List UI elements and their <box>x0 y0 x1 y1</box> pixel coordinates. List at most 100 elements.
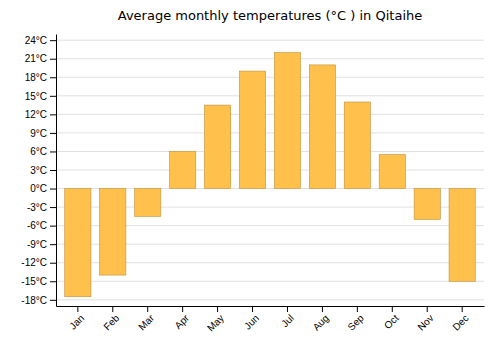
y-tick-mark <box>50 170 56 171</box>
y-tick-mark <box>50 244 56 245</box>
x-tick-label: Nov <box>415 312 435 332</box>
x-tick-label: Aug <box>311 312 331 332</box>
grid-line <box>56 170 484 171</box>
y-tick-label: 3°C <box>30 165 47 176</box>
y-tick-label: 12°C <box>25 109 47 120</box>
y-tick: -18°C <box>21 295 56 306</box>
x-tick: May <box>205 306 226 334</box>
x-tick-mark <box>147 306 148 312</box>
x-tick-label: Jul <box>279 312 296 329</box>
bar <box>414 189 440 220</box>
y-tick: 0°C <box>30 183 56 194</box>
x-tick-mark <box>462 306 463 312</box>
y-tick-label: 6°C <box>30 146 47 157</box>
y-tick: 12°C <box>25 109 56 120</box>
y-tick: -9°C <box>27 239 56 250</box>
grid-line <box>56 151 484 152</box>
bars <box>65 53 476 297</box>
y-tick: -12°C <box>21 257 56 268</box>
bar <box>170 151 196 188</box>
y-tick-label: -9°C <box>27 239 47 250</box>
x-tick-label: Oct <box>382 312 401 331</box>
y-axis: -18°C -15°C -12°C -9°C -6°C -3°C 0°C 3°C 6°C 9°C 1… <box>21 35 56 307</box>
y-tick-mark <box>50 133 56 134</box>
grid-line <box>56 95 484 96</box>
y-tick-label: -6°C <box>27 220 47 231</box>
x-tick-mark <box>427 306 428 312</box>
y-tick-mark <box>50 207 56 208</box>
y-tick-label: -15°C <box>21 276 47 287</box>
bar <box>309 65 335 189</box>
x-tick: Apr <box>172 306 191 331</box>
y-tick: 15°C <box>25 91 56 102</box>
bar <box>379 155 405 189</box>
y-tick-label: 18°C <box>25 72 47 83</box>
x-tick: Feb <box>101 306 121 332</box>
bar <box>274 53 300 189</box>
grid-line <box>56 77 484 78</box>
x-tick-mark <box>392 306 393 312</box>
bar <box>204 105 230 188</box>
x-tick-label: Mar <box>136 312 156 332</box>
x-tick-mark <box>287 306 288 312</box>
y-tick: -3°C <box>27 202 56 213</box>
bar <box>65 189 91 297</box>
grid-line <box>56 299 484 300</box>
y-tick: 18°C <box>25 72 56 83</box>
y-tick-label: 21°C <box>25 53 47 64</box>
x-tick-label: Apr <box>172 312 191 331</box>
y-tick-mark <box>50 189 56 190</box>
y-tick: 9°C <box>30 128 56 139</box>
x-tick-label: Jun <box>242 312 261 331</box>
y-tick-label: 0°C <box>30 183 47 194</box>
x-tick: Jun <box>242 306 261 332</box>
x-tick-label: Feb <box>101 312 121 332</box>
y-tick-label: 9°C <box>30 128 47 139</box>
grid-line <box>56 114 484 115</box>
plot: -18°C -15°C -12°C -9°C -6°C -3°C 0°C 3°C 6°C 9°C 1… <box>21 35 484 334</box>
title: Average monthly temperatures (°C ) in Qi… <box>118 8 423 23</box>
x-tick: Aug <box>311 306 331 333</box>
y-tick: -15°C <box>21 276 56 287</box>
y-tick-mark <box>50 151 56 152</box>
y-tick: 6°C <box>30 146 56 157</box>
grid-line <box>56 58 484 59</box>
y-tick-label: -18°C <box>21 295 47 306</box>
x-tick-mark <box>77 306 78 312</box>
x-tick-mark <box>182 306 183 312</box>
y-tick-mark <box>50 226 56 227</box>
grid-line <box>56 281 484 282</box>
chart: -18°C -15°C -12°C -9°C -6°C -3°C 0°C 3°C 6°C 9°C 1… <box>0 0 500 350</box>
x-tick: Jul <box>279 306 296 329</box>
grid-line <box>56 132 484 133</box>
y-tick: 3°C <box>30 165 56 176</box>
x-axis: Jan Feb Mar Apr May Jun Jul Aug Sep Oct Nov Dec <box>57 306 485 334</box>
grid-line <box>56 40 484 41</box>
bar <box>344 102 370 189</box>
x-tick-mark <box>112 306 113 312</box>
x-tick-mark <box>217 306 218 312</box>
x-tick-label: May <box>205 312 226 333</box>
x-tick-label: Jan <box>67 312 86 331</box>
grid <box>56 40 484 300</box>
x-axis-line <box>57 306 485 307</box>
x-tick-label: Sep <box>345 312 366 333</box>
y-tick-label: 15°C <box>25 91 47 102</box>
x-tick: Oct <box>382 306 401 331</box>
bar <box>100 189 126 276</box>
y-tick-mark <box>50 300 56 301</box>
y-axis-line <box>56 35 57 307</box>
x-tick-mark <box>322 306 323 312</box>
x-tick-mark <box>252 306 253 312</box>
bar <box>135 189 161 217</box>
y-tick-mark <box>50 77 56 78</box>
x-tick-mark <box>357 306 358 312</box>
y-tick: -6°C <box>27 220 56 231</box>
x-tick-label: Dec <box>450 312 470 332</box>
y-tick: 24°C <box>25 35 56 46</box>
y-tick-label: -3°C <box>27 202 47 213</box>
y-tick-label: -12°C <box>21 257 47 268</box>
y-tick-mark <box>50 59 56 60</box>
bar <box>239 71 265 188</box>
y-tick-mark <box>50 263 56 264</box>
